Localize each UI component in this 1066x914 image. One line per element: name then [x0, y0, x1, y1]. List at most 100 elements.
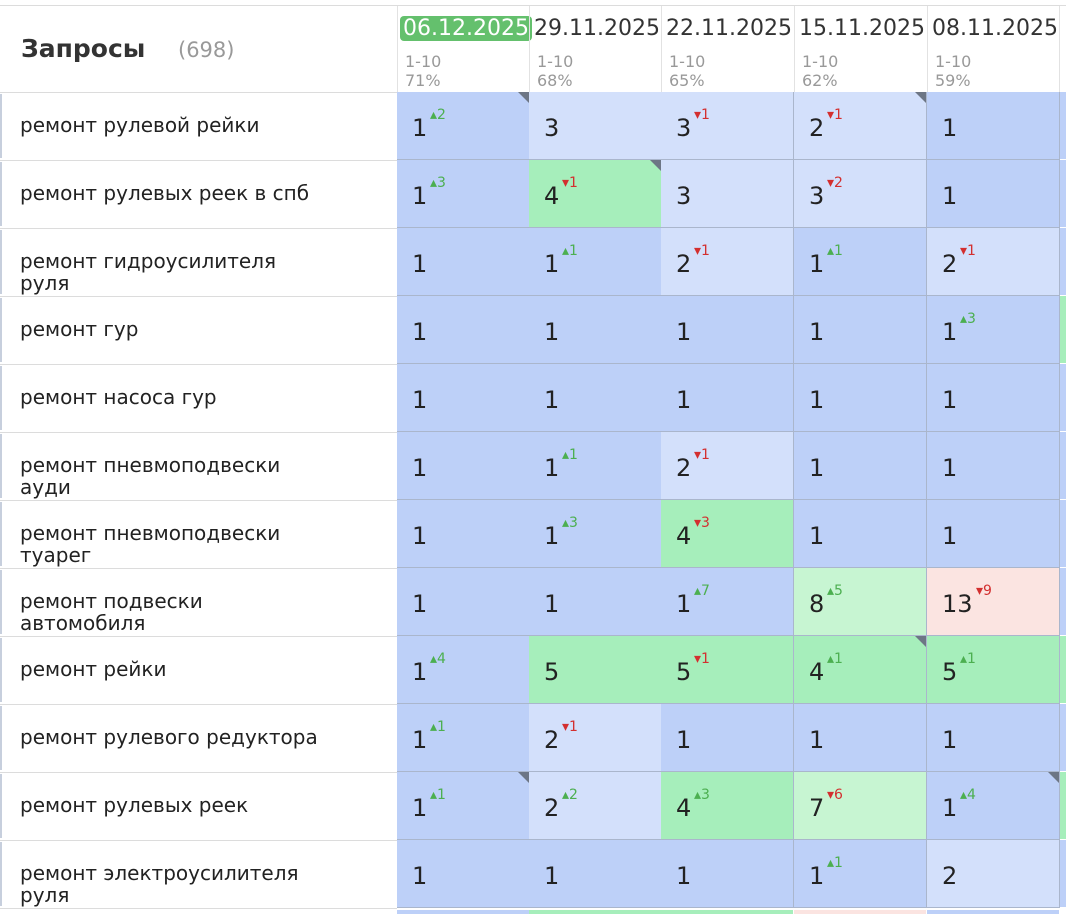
position-cell[interactable]: 1 [927, 364, 1060, 432]
position-cell[interactable]: 1 ▴1 [794, 840, 927, 908]
query-text[interactable]: ремонт рулевой рейки [20, 113, 260, 137]
row-left-marker [0, 502, 2, 566]
date-column-header[interactable]: 06.12.2025 [400, 16, 532, 41]
query-text[interactable]: ремонт гидроусилителя руля [20, 249, 277, 295]
position-cell[interactable]: 1 [927, 432, 1060, 500]
position-cell[interactable]: 1 ▴3 [927, 296, 1060, 364]
query-text[interactable]: ремонт подвески автомобиля [20, 589, 203, 635]
query-text[interactable]: ремонт рулевых реек в спб [20, 181, 310, 205]
position-cell[interactable]: 1 [794, 704, 927, 772]
position-cell[interactable]: 4 ▾3 [661, 500, 794, 568]
query-text[interactable]: ремонт пневмоподвески ауди [20, 453, 281, 499]
position-cell[interactable]: 1 [397, 432, 530, 500]
row-divider [0, 704, 397, 705]
change-up-indicator: ▴1 [430, 787, 446, 803]
position-cell[interactable]: 1 [529, 364, 662, 432]
row-divider [0, 432, 397, 433]
position-cell[interactable]: 1 [529, 296, 662, 364]
position-cell[interactable]: 1 [794, 500, 927, 568]
position-cell[interactable]: 1 [397, 840, 530, 908]
position-value: 2 [809, 114, 825, 142]
position-cell[interactable]: 1 [794, 364, 927, 432]
position-cell[interactable]: 1 ▴1 [794, 228, 927, 296]
position-cell[interactable]: 5 ▾1 [661, 636, 794, 704]
change-amount: 3 [701, 515, 710, 531]
position-cell[interactable]: 2 [927, 840, 1060, 908]
position-cell[interactable]: 13 ▾9 [927, 568, 1060, 636]
position-cell[interactable]: 1 [794, 432, 927, 500]
query-text[interactable]: ремонт рейки [20, 657, 167, 681]
position-cell[interactable]: 3 ▾2 [794, 160, 927, 228]
position-cell[interactable]: 1 [397, 568, 530, 636]
position-cell[interactable]: 1 ▴3 [397, 160, 530, 228]
position-cell[interactable]: 1 ▴7 [661, 568, 794, 636]
query-text[interactable]: ремонт электроусилителя руля [20, 861, 299, 907]
change-amount: 3 [967, 311, 976, 327]
position-cell[interactable]: 1 ▴4 [397, 636, 530, 704]
change-amount: 1 [437, 787, 446, 803]
position-cell[interactable]: 1 [927, 704, 1060, 772]
position-value: 5 [676, 658, 692, 686]
position-cell[interactable]: 1 [529, 568, 662, 636]
change-down-indicator: ▾1 [960, 243, 976, 259]
position-cell[interactable]: 4 ▴1 [794, 636, 927, 704]
position-cell[interactable]: 2 ▾1 [661, 228, 794, 296]
position-cell[interactable]: 1 [927, 160, 1060, 228]
position-cell[interactable]: 5 ▴1 [927, 636, 1060, 704]
position-cell[interactable]: 1 [661, 364, 794, 432]
query-text[interactable]: ремонт насоса гур [20, 385, 217, 409]
position-cell[interactable]: 8 ▴5 [794, 568, 927, 636]
position-cell[interactable]: 2 ▾1 [794, 92, 927, 160]
next-column-sliver [1060, 840, 1066, 907]
position-cell[interactable]: 3 ▾1 [661, 92, 794, 160]
position-cell[interactable]: 1 ▴1 [529, 228, 662, 296]
position-cell[interactable]: 1 [794, 296, 927, 364]
change-up-indicator: ▴1 [827, 855, 843, 871]
position-cell[interactable]: 1 [661, 704, 794, 772]
note-corner-marker [650, 160, 661, 171]
position-value: 1 [544, 386, 560, 414]
position-cell[interactable]: 2 ▴2 [529, 772, 662, 840]
row-left-marker [0, 570, 2, 634]
date-column-header[interactable]: 15.11.2025 [799, 16, 925, 41]
position-cell[interactable]: 1 ▴1 [397, 772, 530, 840]
position-cell[interactable]: 1 [397, 500, 530, 568]
row-left-marker [0, 366, 2, 430]
date-range-label: 1-10 [405, 52, 442, 71]
row-divider [0, 772, 397, 773]
position-cell[interactable]: 1 ▴1 [529, 432, 662, 500]
position-cell[interactable]: 2 ▾1 [661, 432, 794, 500]
query-text[interactable]: ремонт пневмоподвески туарег [20, 521, 281, 567]
position-cell[interactable]: 4 ▾1 [529, 160, 662, 228]
position-cell[interactable]: 1 [661, 296, 794, 364]
position-cell[interactable]: 1 [397, 296, 530, 364]
query-text[interactable]: ремонт рулевого редуктора [20, 725, 318, 749]
query-text[interactable]: ремонт гур [20, 317, 139, 341]
row-divider [0, 840, 397, 841]
position-cell[interactable]: 1 ▴2 [397, 92, 530, 160]
position-cell[interactable]: 3 [661, 160, 794, 228]
position-cell[interactable]: 2 ▾1 [529, 704, 662, 772]
query-text[interactable]: ремонт рулевых реек [20, 793, 249, 817]
position-cell[interactable]: 7 ▾6 [794, 772, 927, 840]
position-cell[interactable]: 1 [927, 500, 1060, 568]
date-column-header[interactable]: 29.11.2025 [534, 16, 660, 41]
position-cell[interactable]: 1 [397, 364, 530, 432]
position-cell[interactable]: 4 ▴3 [661, 772, 794, 840]
date-column-header[interactable]: 08.11.2025 [932, 16, 1058, 41]
position-cell[interactable]: 1 ▴4 [927, 772, 1060, 840]
column-divider [529, 6, 530, 92]
position-cell[interactable]: 3 [529, 92, 662, 160]
position-cell[interactable]: 1 [529, 840, 662, 908]
change-down-indicator: ▾1 [694, 107, 710, 123]
position-value: 3 [676, 114, 692, 142]
header-top-divider [0, 5, 1066, 6]
position-cell[interactable]: 1 [927, 92, 1060, 160]
position-cell[interactable]: 2 ▾1 [927, 228, 1060, 296]
position-cell[interactable]: 1 ▴3 [529, 500, 662, 568]
date-column-header[interactable]: 22.11.2025 [666, 16, 792, 41]
position-cell[interactable]: 1 ▴1 [397, 704, 530, 772]
position-cell[interactable]: 1 [661, 840, 794, 908]
position-cell[interactable]: 1 [397, 228, 530, 296]
position-cell[interactable]: 5 [529, 636, 662, 704]
